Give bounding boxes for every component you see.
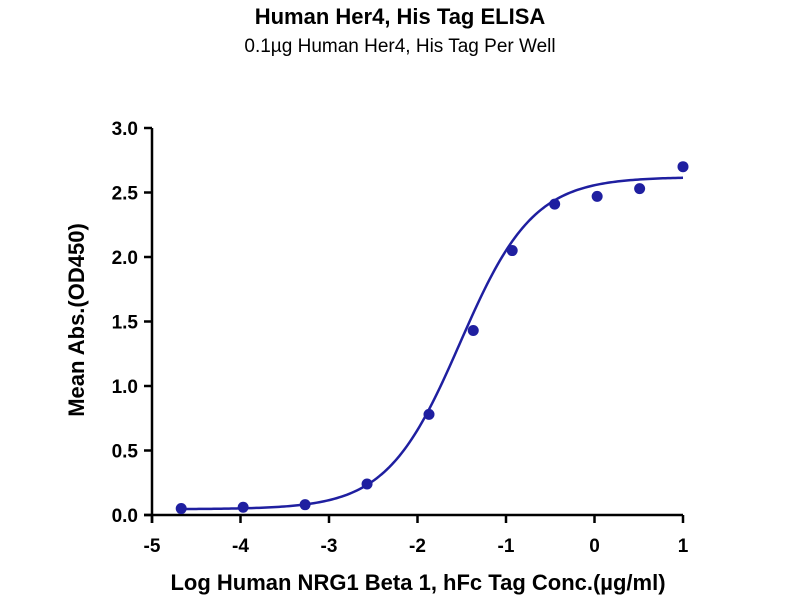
- x-tick-label: 1: [678, 536, 689, 557]
- data-point: [423, 408, 435, 420]
- data-point: [467, 325, 479, 337]
- chart-subtitle: 0.1µg Human Her4, His Tag Per Well: [244, 36, 556, 57]
- x-tick-label: 0: [589, 536, 600, 557]
- data-point: [591, 190, 603, 202]
- data-point: [237, 501, 249, 513]
- x-axis-title: Log Human NRG1 Beta 1, hFc Tag Conc.(µg/…: [170, 570, 665, 595]
- y-tick-label: 1.0: [112, 377, 138, 398]
- x-tick-label: -5: [144, 536, 161, 557]
- data-point: [677, 161, 689, 173]
- y-tick-label: 3.0: [112, 119, 138, 140]
- data-point: [299, 499, 311, 511]
- data-point: [549, 198, 561, 210]
- chart-title: Human Her4, His Tag ELISA: [254, 4, 546, 29]
- y-tick-label: 2.0: [112, 248, 138, 269]
- y-tick-label: 0.5: [112, 442, 139, 463]
- y-tick-label: 0.0: [112, 506, 138, 527]
- y-axis-title: Mean Abs.(OD450): [64, 223, 89, 417]
- fit-curve: [181, 176, 684, 511]
- x-tick-label: -4: [232, 536, 249, 557]
- data-point: [634, 183, 646, 195]
- axes: 0.0 0.5 1.0 1.5 2.0 2.5 3.0 -5 -4 -3 -2 -1 0 1: [112, 119, 689, 557]
- fit-curve-layer: [181, 176, 684, 511]
- data-point: [361, 478, 373, 490]
- data-points-layer: [175, 161, 689, 515]
- data-point: [506, 245, 518, 257]
- data-point: [175, 503, 187, 515]
- x-tick-label: -1: [498, 536, 515, 557]
- x-tick-label: -3: [321, 536, 338, 557]
- y-tick-label: 1.5: [112, 313, 139, 334]
- x-tick-label: -2: [409, 536, 426, 557]
- y-tick-label: 2.5: [112, 184, 139, 205]
